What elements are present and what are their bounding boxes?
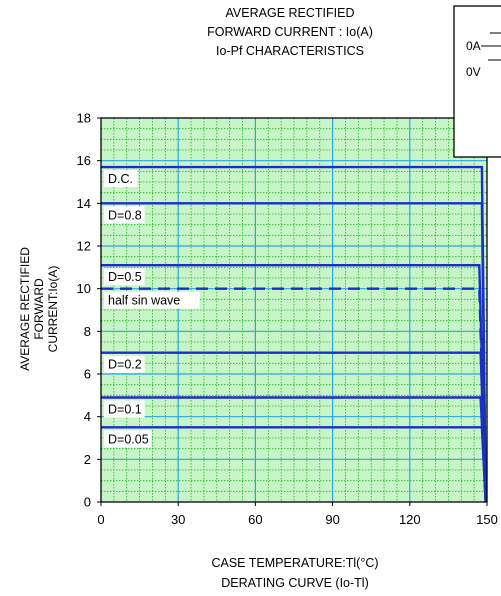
series-label-2: D=0.5 bbox=[108, 270, 142, 284]
x-tick-label: 0 bbox=[97, 512, 104, 527]
series-label-5: D=0.1 bbox=[108, 402, 142, 416]
series-label-bg-5 bbox=[104, 400, 145, 418]
inset-label-0a: 0A bbox=[466, 39, 481, 53]
plot-border bbox=[100, 117, 488, 503]
chart-title-line-3: Io-Pf CHARACTERISTICS bbox=[216, 44, 364, 58]
series-label-0: D.C. bbox=[108, 172, 133, 186]
series-label-3: half sin wave bbox=[108, 294, 180, 308]
series-label-bg-1 bbox=[104, 206, 145, 224]
series-label-1: D=0.8 bbox=[108, 208, 142, 222]
y-tick-label: 2 bbox=[84, 452, 91, 467]
series-line-1 bbox=[101, 202, 487, 503]
x-tick-label: 120 bbox=[399, 512, 421, 527]
x-tick-label: 150 bbox=[476, 512, 498, 527]
y-tick-label: 4 bbox=[84, 409, 91, 424]
chart-subtitle: DERATING CURVE (Io-Tl) bbox=[221, 576, 369, 590]
x-axis-label: CASE TEMPERATURE:Tl(°C) bbox=[211, 556, 379, 570]
series-line-6 bbox=[101, 426, 487, 503]
chart-title-line-1: AVERAGE RECTIFIED bbox=[225, 6, 355, 20]
y-tick-label: 10 bbox=[77, 281, 91, 296]
y-tick-label: 16 bbox=[77, 153, 91, 168]
series-label-4: D=0.2 bbox=[108, 358, 142, 372]
series-label-bg-2 bbox=[104, 268, 145, 286]
series-label-bg-3 bbox=[104, 291, 200, 309]
x-tick-label: 90 bbox=[325, 512, 339, 527]
x-tick-label: 30 bbox=[171, 512, 185, 527]
inset-label-0v: 0V bbox=[466, 65, 481, 79]
series-label-bg-6 bbox=[104, 430, 152, 448]
series-label-bg-4 bbox=[104, 355, 145, 373]
y-tick-label: 12 bbox=[77, 239, 91, 254]
inset-box bbox=[453, 5, 501, 158]
y-tick-label: 8 bbox=[84, 324, 91, 339]
x-tick-label: 60 bbox=[248, 512, 262, 527]
chart-title-line-2: FORWARD CURRENT : Io(A) bbox=[207, 25, 373, 39]
y-tick-label: 18 bbox=[77, 111, 91, 126]
series-label-bg-0 bbox=[104, 170, 138, 188]
y-tick-label: 0 bbox=[84, 495, 91, 510]
y-tick-label: 14 bbox=[77, 196, 91, 211]
series-label-6: D=0.05 bbox=[108, 432, 149, 446]
y-tick-label: 6 bbox=[84, 367, 91, 382]
